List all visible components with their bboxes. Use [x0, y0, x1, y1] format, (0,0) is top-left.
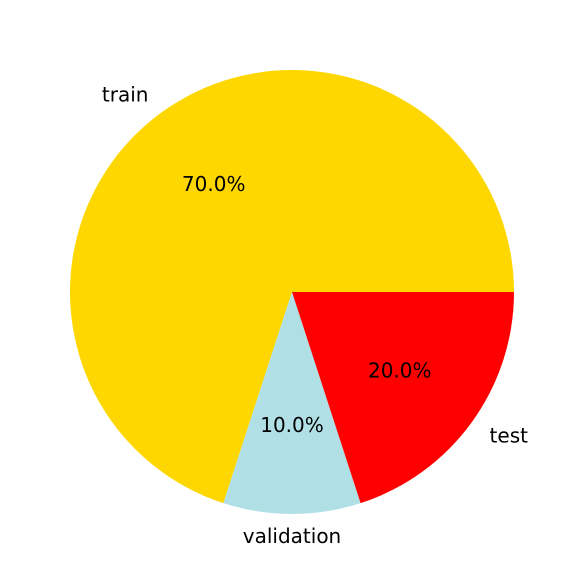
category-label-validation: validation: [243, 524, 341, 548]
pie-slice-validation: [223, 292, 361, 514]
pie-slice-train: [70, 70, 515, 504]
percent-label-validation: 10.0%: [260, 413, 324, 437]
percent-label-train: 70.0%: [182, 172, 246, 196]
pie-slice-test: [292, 292, 514, 504]
category-label-train: train: [102, 82, 149, 106]
percent-label-test: 20.0%: [368, 358, 432, 382]
pie-labels: 70.0% train 10.0% validation 20.0% test: [102, 82, 528, 548]
category-label-test: test: [490, 424, 529, 448]
pie-slices: [70, 70, 515, 514]
